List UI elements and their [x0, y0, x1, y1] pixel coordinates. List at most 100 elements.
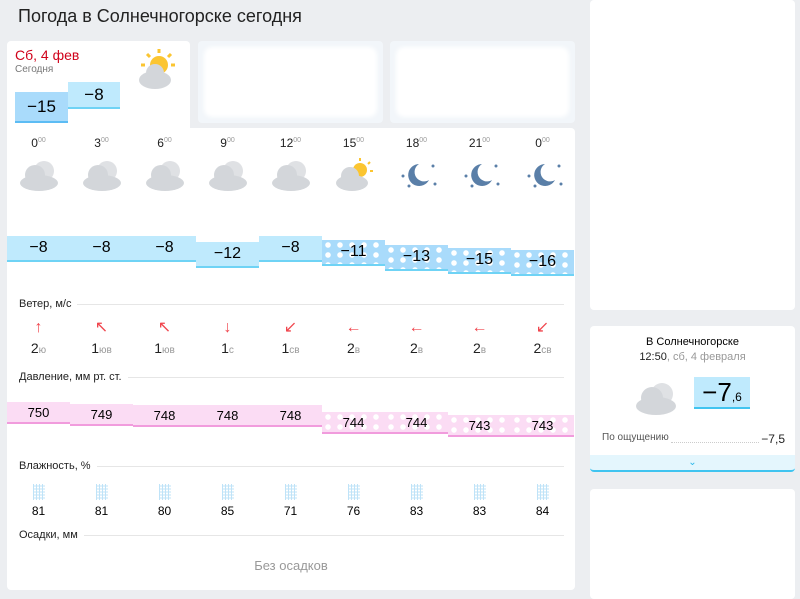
wind-value: 2в — [322, 340, 385, 356]
pressure-heading: Давление, мм рт. ст. — [19, 371, 564, 383]
cloudy-icon — [196, 158, 259, 197]
wind-speed: 2 — [409, 340, 418, 356]
humidity-value: 83 — [409, 504, 424, 518]
today-label: Сегодня — [15, 64, 54, 75]
wind-value: 1юв — [133, 340, 196, 356]
hour: 6 — [157, 136, 164, 150]
page-title: Погода в Солнечногорске сегодня — [18, 6, 302, 26]
wind-direction: с — [228, 345, 234, 356]
hour: 0 — [31, 136, 38, 150]
wind-speed: 2 — [30, 340, 39, 356]
pressure-bar: 744 — [322, 412, 385, 434]
wind-speed: 2 — [472, 340, 481, 356]
hourly-forecast: Ветер, м/с Давление, мм рт. ст. Влажност… — [7, 128, 575, 590]
humidity-icon — [70, 484, 133, 505]
today-date: Сб, 4 фев — [15, 47, 80, 63]
wind-speed: 1 — [154, 340, 162, 356]
no-precip-text: Без осадков — [254, 558, 328, 573]
today-min-temp: −15 — [15, 92, 68, 123]
wind-speed: 1 — [91, 340, 99, 356]
wind-value: 2ю — [7, 340, 70, 356]
feels-value: −7,5 — [761, 432, 785, 446]
pressure-bar: 743 — [448, 415, 511, 437]
wind-arrow-icon: ↙ — [283, 319, 298, 336]
wind-speed: 2 — [346, 340, 355, 356]
wind-value: 2св — [511, 340, 574, 356]
wind-direction: в — [480, 345, 487, 356]
humidity-icon — [7, 484, 70, 505]
cloudy-icon — [133, 158, 196, 197]
humidity-value: 85 — [220, 504, 235, 518]
chevron-down-icon: ⌄ — [688, 457, 697, 468]
day-card-3[interactable] — [390, 41, 575, 123]
wind-value: 1юв — [70, 340, 133, 356]
humidity-icon — [259, 484, 322, 505]
temp-int: −7 — [702, 377, 732, 407]
feels-like: По ощущению −7,5 — [602, 432, 785, 446]
hour-label: 1200 — [259, 136, 322, 150]
humidity-value: 80 — [157, 504, 172, 518]
humidity-value: 71 — [283, 504, 298, 518]
temp-bar: −15 — [448, 248, 511, 274]
humidity-heading: Влажность, % — [19, 460, 564, 472]
clear-night-icon — [511, 158, 574, 197]
minutes: 00 — [541, 137, 550, 144]
time: 12:50 — [639, 351, 667, 363]
wind-arrow-icon: ↓ — [223, 319, 232, 336]
hour-label: 900 — [196, 136, 259, 150]
hour: 18 — [405, 136, 420, 150]
side-card-top — [590, 0, 795, 310]
wind-arrow-icon: ← — [408, 319, 425, 336]
wind-speed: 1 — [221, 340, 229, 356]
cloudy-icon — [636, 383, 676, 415]
today-card[interactable]: Сб, 4 фев Сегодня −15 −8 — [7, 41, 190, 141]
hour-label: 000 — [7, 136, 70, 150]
wind-direction: ю — [38, 345, 47, 356]
humidity-icon — [385, 484, 448, 505]
humidity-value: 76 — [346, 504, 361, 518]
wind-arrow-icon: ← — [471, 319, 488, 336]
humidity-value: 81 — [31, 504, 46, 518]
current-temp: −7,6 — [694, 377, 750, 409]
pressure-bar: 749 — [70, 404, 133, 426]
hour: 21 — [468, 136, 483, 150]
minutes: 00 — [226, 137, 235, 144]
pressure-bar: 750 — [7, 402, 70, 424]
hour-label: 1800 — [385, 136, 448, 150]
humidity-value: 81 — [94, 504, 109, 518]
minutes: 00 — [293, 137, 302, 144]
wind-value: 1с — [196, 340, 259, 356]
hour-label: 600 — [133, 136, 196, 150]
wind-arrow-icon: ↖ — [157, 319, 172, 336]
current-city: В Солнечногорске — [646, 336, 739, 348]
wind-direction: св — [289, 345, 300, 356]
humidity-value: 83 — [472, 504, 487, 518]
wind-direction: в — [417, 345, 424, 356]
wind-speed: 2 — [533, 340, 542, 356]
cloudy-icon — [70, 158, 133, 197]
wind-direction: юв — [161, 345, 175, 356]
temp-bar: −8 — [133, 236, 196, 262]
hour: 9 — [220, 136, 227, 150]
pressure-bar: 744 — [385, 412, 448, 434]
side-card-bottom — [590, 489, 795, 599]
hour-label: 000 — [511, 136, 574, 150]
wind-arrow-icon: ← — [345, 319, 362, 336]
minutes: 00 — [482, 137, 491, 144]
date: , сб, 4 февраля — [666, 351, 746, 363]
wind-direction: в — [354, 345, 361, 356]
hour: 3 — [94, 136, 101, 150]
minutes: 00 — [163, 137, 172, 144]
precip-heading: Осадки, мм — [19, 529, 564, 541]
expand-button[interactable]: ⌄ — [590, 455, 795, 472]
day-card-2[interactable] — [198, 41, 383, 123]
wind-value: 2в — [448, 340, 511, 356]
minutes: 00 — [419, 137, 428, 144]
hour-label: 300 — [70, 136, 133, 150]
cloudy-icon — [7, 158, 70, 197]
minutes: 00 — [356, 137, 365, 144]
wind-arrow-icon: ↙ — [535, 319, 550, 336]
today-max-temp: −8 — [68, 82, 120, 109]
temp-bar: −12 — [196, 242, 259, 268]
wind-speed: 1 — [281, 340, 290, 356]
